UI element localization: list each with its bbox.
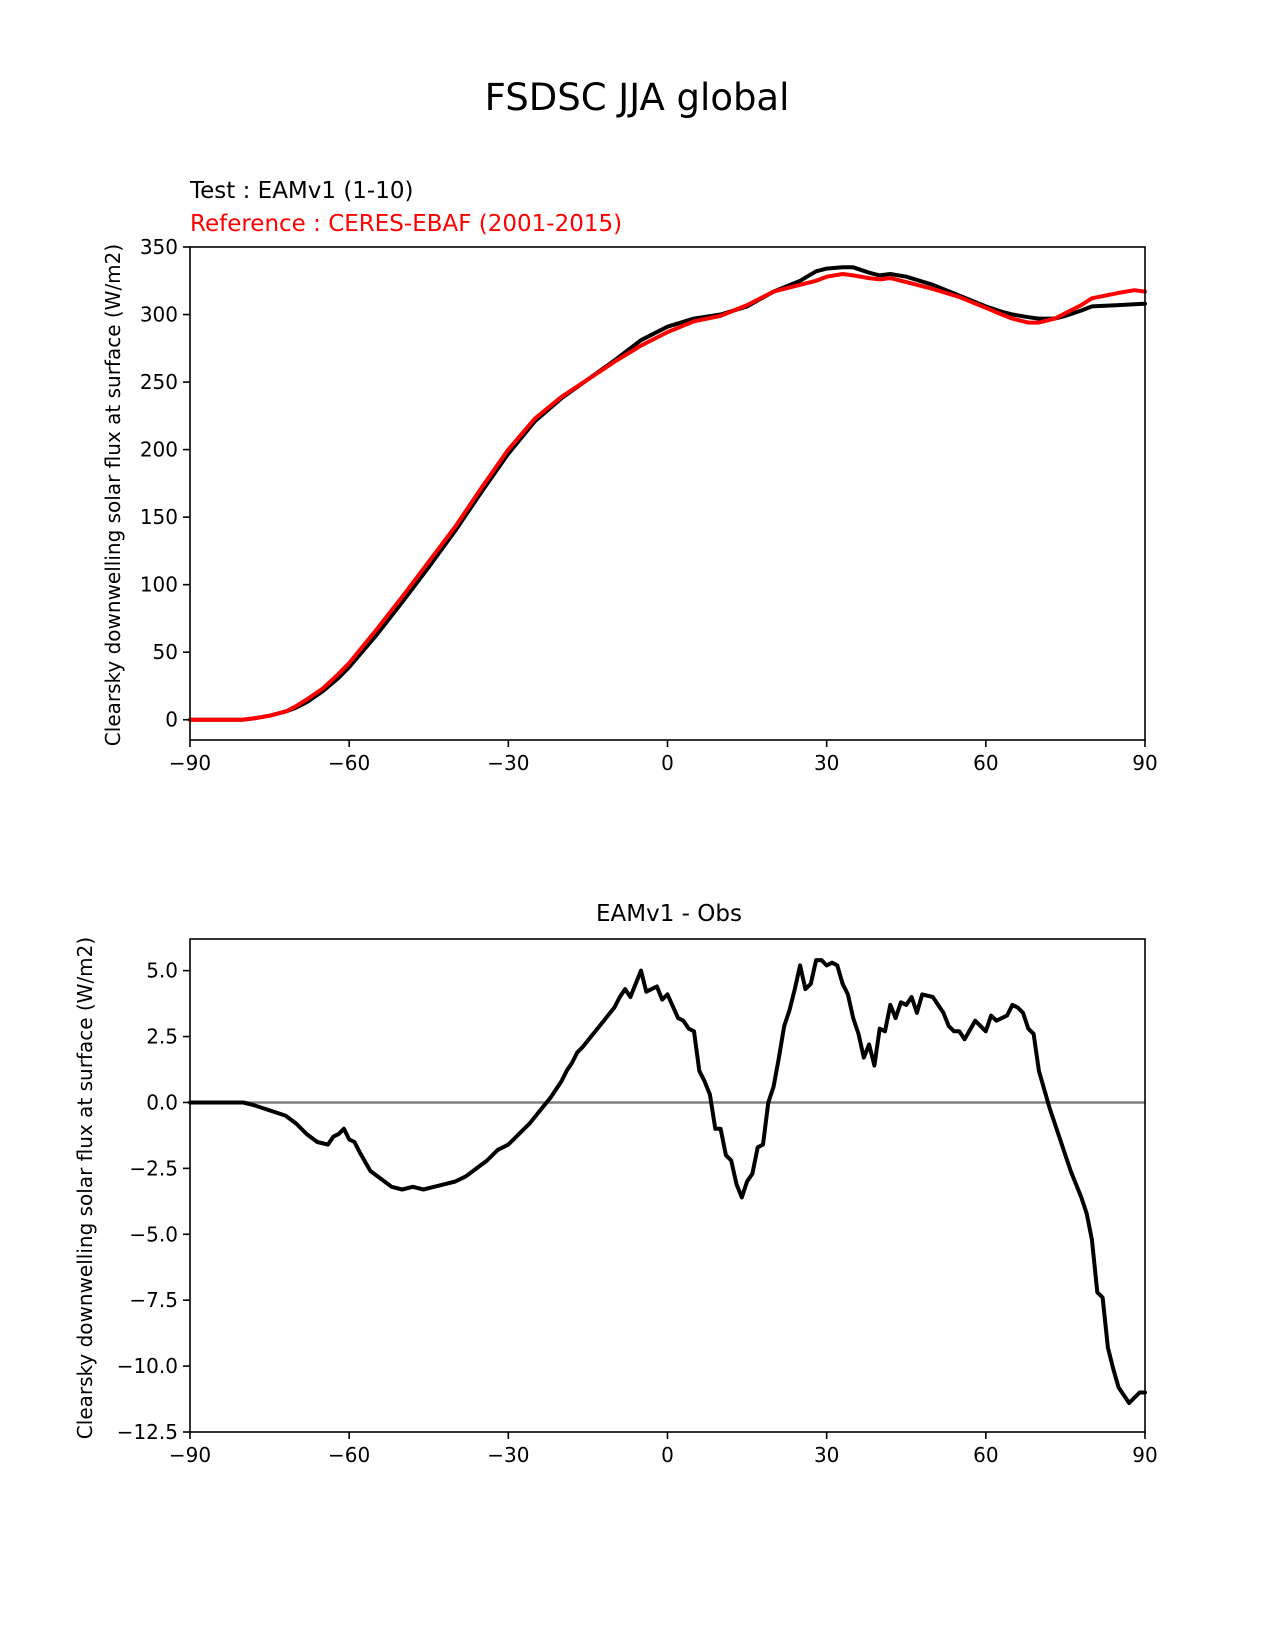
top-y-tick-label: 50 <box>153 640 178 664</box>
reference-label: Reference : CERES-EBAF (2001-2015) <box>190 211 622 237</box>
top-x-tick-label: 30 <box>814 751 839 775</box>
bottom-x-tick-label: −30 <box>487 1443 529 1467</box>
bottom-chart-panel: EAMv1 - Obs Clearsky downwelling solar f… <box>73 901 1158 1467</box>
bottom-series-line-0 <box>188 958 1147 1405</box>
bottom-x-tick-label: 30 <box>814 1443 839 1467</box>
top-x-tick-label: −90 <box>169 751 211 775</box>
bottom-y-tick-label: 5.0 <box>146 959 178 983</box>
top-y-tick-label: 300 <box>140 303 178 327</box>
figure-title: FSDSC JJA global <box>485 76 790 119</box>
top-y-tick-label: 200 <box>140 438 178 462</box>
bottom-x-tick-label: 0 <box>661 1443 674 1467</box>
bottom-x-tick-label: 90 <box>1132 1443 1157 1467</box>
top-chart-panel: Test : EAMv1 (1-10) Reference : CERES-EB… <box>101 178 1158 775</box>
bottom-y-tick-label: −5.0 <box>129 1222 178 1246</box>
bottom-y-tick-label: −7.5 <box>129 1288 178 1312</box>
top-x-tick-label: 0 <box>661 751 674 775</box>
bottom-y-axis-label: Clearsky downwelling solar flux at surfa… <box>73 937 97 1439</box>
top-y-tick-label: 0 <box>165 708 178 732</box>
bottom-x-tick-label: 60 <box>973 1443 998 1467</box>
top-x-tick-label: 90 <box>1132 751 1157 775</box>
bottom-y-tick-label: 0.0 <box>146 1090 178 1114</box>
top-y-tick-label: 150 <box>140 505 178 529</box>
top-x-tick-label: −30 <box>487 751 529 775</box>
top-x-tick-label: 60 <box>973 751 998 775</box>
bottom-chart-title: EAMv1 - Obs <box>596 901 742 927</box>
bottom-y-tick-label: 2.5 <box>146 1025 178 1049</box>
test-label: Test : EAMv1 (1-10) <box>189 178 413 204</box>
bottom-x-tick-label: −60 <box>328 1443 370 1467</box>
bottom-y-tick-label: −12.5 <box>117 1420 178 1444</box>
top-y-tick-label: 350 <box>140 235 178 259</box>
top-y-axis-label: Clearsky downwelling solar flux at surfa… <box>101 244 125 746</box>
bottom-y-tick-label: −10.0 <box>117 1354 178 1378</box>
top-x-tick-label: −60 <box>328 751 370 775</box>
top-y-tick-label: 100 <box>140 573 178 597</box>
bottom-x-tick-label: −90 <box>169 1443 211 1467</box>
top-y-tick-label: 250 <box>140 370 178 394</box>
bottom-y-tick-label: −2.5 <box>129 1156 178 1180</box>
top-series-line-1 <box>188 272 1147 722</box>
